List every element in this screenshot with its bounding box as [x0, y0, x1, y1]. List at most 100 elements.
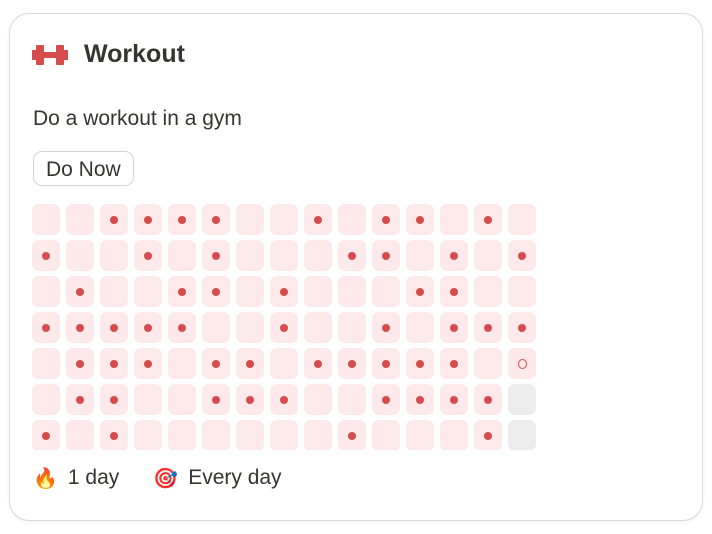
- day-cell-missed[interactable]: [236, 420, 264, 450]
- day-cell-missed[interactable]: [304, 384, 332, 415]
- day-cell-missed[interactable]: [134, 276, 162, 307]
- day-cell-done[interactable]: [508, 312, 536, 343]
- day-cell-done[interactable]: [236, 384, 264, 415]
- day-cell-done[interactable]: [32, 312, 60, 343]
- day-cell-done[interactable]: [338, 348, 366, 379]
- day-cell-missed[interactable]: [168, 384, 196, 415]
- day-cell-done[interactable]: [202, 384, 230, 415]
- day-cell-done[interactable]: [474, 420, 502, 450]
- day-cell-done[interactable]: [372, 240, 400, 271]
- day-cell-missed[interactable]: [270, 348, 298, 379]
- day-cell-done[interactable]: [406, 384, 434, 415]
- day-cell-missed[interactable]: [168, 420, 196, 450]
- day-cell-done[interactable]: [168, 204, 196, 235]
- day-cell-missed[interactable]: [134, 420, 162, 450]
- day-cell-done[interactable]: [304, 204, 332, 235]
- day-cell-done[interactable]: [100, 204, 128, 235]
- day-cell-missed[interactable]: [304, 420, 332, 450]
- day-cell-done[interactable]: [270, 384, 298, 415]
- day-cell-missed[interactable]: [508, 276, 536, 307]
- day-cell-done[interactable]: [236, 348, 264, 379]
- day-cell-missed[interactable]: [32, 348, 60, 379]
- day-cell-done[interactable]: [440, 384, 468, 415]
- day-cell-done[interactable]: [100, 384, 128, 415]
- day-cell-done[interactable]: [134, 240, 162, 271]
- day-cell-done[interactable]: [508, 240, 536, 271]
- day-cell-done[interactable]: [100, 312, 128, 343]
- day-cell-done[interactable]: [372, 348, 400, 379]
- day-cell-missed[interactable]: [372, 420, 400, 450]
- day-cell-done[interactable]: [474, 384, 502, 415]
- day-cell-missed[interactable]: [338, 384, 366, 415]
- day-cell-done[interactable]: [168, 312, 196, 343]
- day-cell-done[interactable]: [440, 348, 468, 379]
- day-cell-missed[interactable]: [474, 348, 502, 379]
- day-cell-missed[interactable]: [372, 276, 400, 307]
- day-cell-missed[interactable]: [202, 312, 230, 343]
- day-cell-done[interactable]: [372, 384, 400, 415]
- day-cell-missed[interactable]: [304, 240, 332, 271]
- day-cell-done[interactable]: [474, 204, 502, 235]
- day-cell-missed[interactable]: [338, 312, 366, 343]
- day-cell-done[interactable]: [100, 420, 128, 450]
- day-cell-missed[interactable]: [474, 276, 502, 307]
- day-cell-missed[interactable]: [66, 204, 94, 235]
- day-cell-missed[interactable]: [304, 312, 332, 343]
- do-now-button[interactable]: Do Now: [33, 151, 134, 186]
- day-cell-done[interactable]: [168, 276, 196, 307]
- day-cell-missed[interactable]: [270, 240, 298, 271]
- day-cell-missed[interactable]: [66, 240, 94, 271]
- day-cell-missed[interactable]: [406, 240, 434, 271]
- day-cell-missed[interactable]: [338, 204, 366, 235]
- day-cell-missed[interactable]: [236, 204, 264, 235]
- day-cell-missed[interactable]: [236, 240, 264, 271]
- day-cell-done[interactable]: [134, 204, 162, 235]
- day-cell-missed[interactable]: [474, 240, 502, 271]
- day-cell-done[interactable]: [440, 240, 468, 271]
- day-cell-missed[interactable]: [406, 312, 434, 343]
- day-cell-today[interactable]: [508, 348, 536, 379]
- day-cell-done[interactable]: [202, 276, 230, 307]
- day-cell-missed[interactable]: [338, 276, 366, 307]
- day-cell-done[interactable]: [66, 384, 94, 415]
- day-cell-done[interactable]: [32, 240, 60, 271]
- day-cell-done[interactable]: [66, 276, 94, 307]
- day-cell-missed[interactable]: [168, 240, 196, 271]
- day-cell-missed[interactable]: [66, 420, 94, 450]
- day-cell-missed[interactable]: [304, 276, 332, 307]
- day-cell-done[interactable]: [134, 348, 162, 379]
- day-cell-missed[interactable]: [270, 420, 298, 450]
- day-cell-done[interactable]: [202, 348, 230, 379]
- day-cell-done[interactable]: [338, 420, 366, 450]
- day-cell-done[interactable]: [270, 276, 298, 307]
- day-cell-done[interactable]: [100, 348, 128, 379]
- day-cell-done[interactable]: [406, 276, 434, 307]
- day-cell-missed[interactable]: [508, 204, 536, 235]
- day-cell-done[interactable]: [372, 204, 400, 235]
- day-cell-missed[interactable]: [406, 420, 434, 450]
- day-cell-done[interactable]: [66, 312, 94, 343]
- day-cell-missed[interactable]: [236, 312, 264, 343]
- day-cell-done[interactable]: [32, 420, 60, 450]
- day-cell-done[interactable]: [304, 348, 332, 379]
- day-cell-done[interactable]: [134, 312, 162, 343]
- day-cell-done[interactable]: [440, 312, 468, 343]
- day-cell-missed[interactable]: [202, 420, 230, 450]
- day-cell-missed[interactable]: [236, 276, 264, 307]
- day-cell-done[interactable]: [270, 312, 298, 343]
- day-cell-missed[interactable]: [270, 204, 298, 235]
- day-cell-missed[interactable]: [168, 348, 196, 379]
- day-cell-done[interactable]: [440, 276, 468, 307]
- day-cell-missed[interactable]: [440, 420, 468, 450]
- day-cell-done[interactable]: [338, 240, 366, 271]
- day-cell-missed[interactable]: [32, 204, 60, 235]
- day-cell-done[interactable]: [406, 204, 434, 235]
- day-cell-done[interactable]: [202, 204, 230, 235]
- day-cell-missed[interactable]: [32, 276, 60, 307]
- day-cell-done[interactable]: [372, 312, 400, 343]
- day-cell-missed[interactable]: [440, 204, 468, 235]
- day-cell-done[interactable]: [474, 312, 502, 343]
- day-cell-missed[interactable]: [134, 384, 162, 415]
- day-cell-done[interactable]: [406, 348, 434, 379]
- day-cell-done[interactable]: [66, 348, 94, 379]
